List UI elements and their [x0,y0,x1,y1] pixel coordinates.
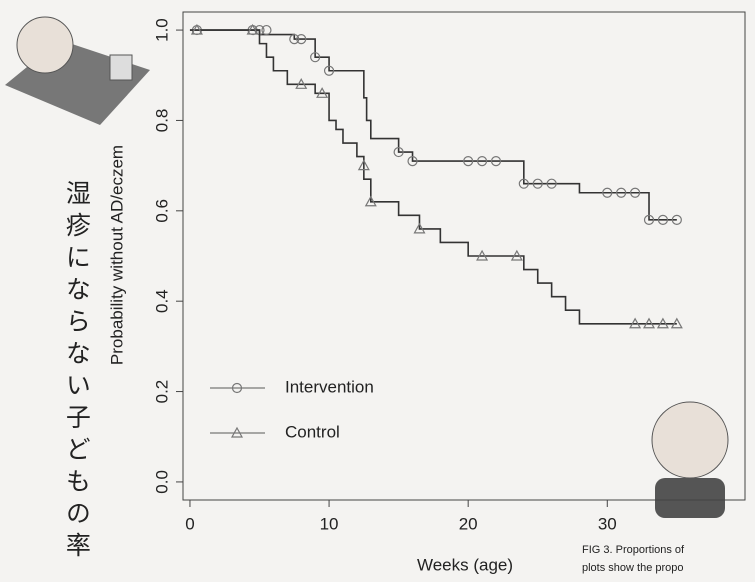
censor-marker [630,187,641,198]
legend-label: Control [285,422,340,441]
censor-marker [532,178,543,189]
censor-marker [295,78,308,89]
censor-marker [642,317,656,329]
caption-line: FIG 3. Proportions of [582,544,685,556]
censor-marker [393,146,404,158]
illustration-baby [5,16,150,125]
y-axis-label: Probability without AD/eczem [107,145,126,365]
legend-label: Intervention [285,377,374,396]
censor-marker [296,34,307,45]
censor-marker [616,187,627,198]
y-tick-label: 0.8 [152,109,171,133]
x-tick-label: 20 [459,514,478,533]
censor-marker [643,214,655,225]
censor-marker [357,159,370,171]
censor-marker [657,214,669,225]
censor-marker [670,317,683,329]
censor-marker [323,65,335,76]
censor-marker [671,214,682,225]
censor-marker [246,23,259,35]
plot-frame [182,11,746,501]
y-tick-label: 1.0 [152,18,171,42]
censor-marker [407,156,418,167]
km-curve [189,29,677,221]
legend-marker [231,382,243,394]
x-tick-label: 30 [598,514,617,533]
side-text: 湿疹にならない子どもの率 [62,180,91,564]
censor-marker [463,156,474,167]
x-tick-label: 10 [320,514,339,533]
caption-line: plots show the propo [582,562,684,574]
y-tick-label: 0.0 [152,470,171,494]
censor-marker [518,178,529,189]
censor-marker [510,249,523,261]
illustration-child [651,401,729,518]
km-curve [189,29,677,325]
censor-marker [602,187,613,198]
censor-marker [316,87,329,98]
censor-marker [310,52,321,63]
censor-marker [413,222,426,234]
y-tick-label: 0.4 [152,289,171,313]
censor-marker [364,195,377,207]
censor-marker [629,317,642,329]
censor-marker [476,249,489,261]
censor-marker [490,156,502,167]
x-tick-label: 0 [185,514,194,533]
censor-marker [289,34,300,45]
x-axis-label: Weeks (age) [417,555,513,574]
y-tick-label: 0.2 [152,380,171,404]
censor-marker [656,317,669,329]
censor-marker [476,156,488,167]
censor-marker [190,23,203,35]
censor-marker [546,178,557,189]
y-tick-label: 0.6 [152,199,171,223]
legend-marker [230,426,244,438]
censor-marker [261,24,272,36]
